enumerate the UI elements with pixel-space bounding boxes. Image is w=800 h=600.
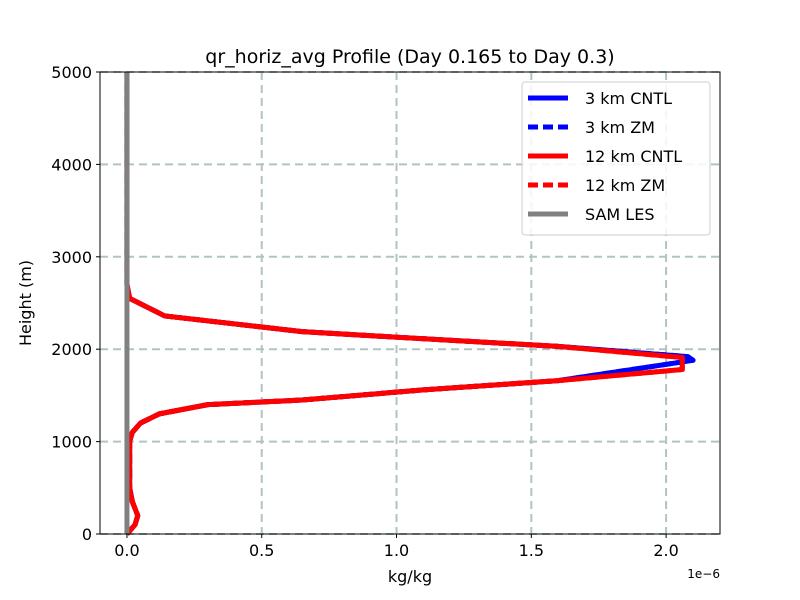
series-line-12-km-zm [124,72,685,536]
y-axis-label: Height (m) [16,260,35,346]
y-tick-label: 0 [82,525,92,544]
axes-frame [99,71,721,535]
x-axis-label: kg/kg [388,567,432,586]
y-tick-label: 2000 [51,340,92,359]
legend-entry-label: 3 km ZM [585,118,655,137]
x-axis-offset-label: 1e−6 [687,567,720,581]
x-tick-label: 0.5 [249,541,274,560]
legend-entry-label: 12 km CNTL [585,147,682,166]
y-tick-label: 1000 [51,433,92,452]
x-tick-label: 1.0 [384,541,409,560]
chart-title: qr_horiz_avg Profile (Day 0.165 to Day 0… [205,46,614,68]
x-tick-label: 0.0 [114,541,139,560]
legend-entry-label: SAM LES [585,205,654,224]
legend-box [521,81,711,236]
y-tick-label: 5000 [51,63,92,82]
legend-entry-label: 12 km ZM [585,176,665,195]
plot-lines [124,72,696,536]
y-tick-label: 3000 [51,248,92,267]
x-tick-label: 2.0 [653,541,678,560]
legend: 3 km CNTL 3 km ZM 12 km CNTL 12 km ZM SAM LE… [521,81,711,236]
axis-ticks: 0.0 0.5 1.0 1.5 2.0 0 1000 2000 3000 4000 5000 [51,63,679,560]
x-tick-label: 1.5 [519,541,544,560]
y-tick-label: 4000 [51,155,92,174]
legend-entry-label: 3 km CNTL [585,89,672,108]
